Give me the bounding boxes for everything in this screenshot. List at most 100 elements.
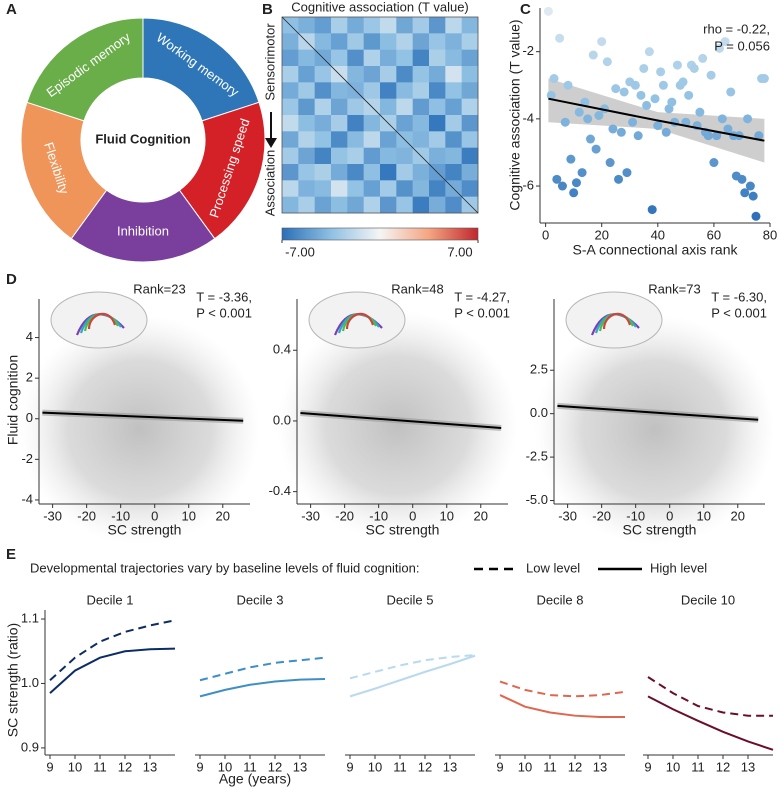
x-tick-label: 10: [697, 508, 711, 523]
heat-cell: [396, 180, 413, 197]
heat-cell: [429, 115, 446, 132]
heat-cell: [412, 164, 430, 181]
heat-cell: [314, 180, 332, 197]
point: [560, 117, 570, 127]
point: [709, 158, 719, 168]
heat-cell: [298, 147, 315, 165]
heat-cell: [445, 164, 462, 181]
heat-cell: [314, 196, 332, 214]
heat-cell: [380, 131, 397, 148]
y-tick-label: 4: [26, 329, 33, 344]
colorbar: [281, 227, 479, 241]
x-tick-label: 13: [143, 759, 157, 774]
point: [658, 80, 668, 90]
point: [605, 158, 615, 168]
heat-cell: [380, 196, 397, 214]
heat-cell: [363, 131, 381, 148]
legend-label: Low level: [526, 560, 580, 575]
heat-cell: [412, 66, 430, 83]
heat-cell: [314, 33, 332, 50]
point: [748, 191, 758, 201]
point: [647, 205, 657, 215]
x-tick-label: -20: [77, 508, 96, 523]
heat-cell: [331, 131, 348, 148]
heat-cell: [461, 115, 479, 132]
heat-cell: [298, 17, 315, 34]
x-tick-label: -30: [301, 508, 320, 523]
fit-line: [548, 97, 765, 142]
x-tick-label: 12: [268, 759, 282, 774]
trajectory: [349, 654, 476, 698]
heat-cell: [429, 180, 446, 197]
point: [588, 50, 598, 60]
point: [555, 33, 565, 43]
center-label: Fluid Cognition: [95, 131, 190, 146]
heat-cell: [347, 180, 364, 197]
facet-title: Decile 3: [237, 592, 284, 607]
heat-cell: [331, 17, 348, 34]
heat-cell: [298, 196, 315, 214]
x-tick-label: 20: [594, 227, 608, 242]
point: [597, 37, 607, 47]
heat-cell: [347, 131, 364, 148]
heat-cell: [380, 164, 397, 181]
x-tick-label: 20: [474, 508, 488, 523]
y-tick-label: -2: [21, 451, 33, 466]
point: [726, 87, 736, 97]
annotation: rho = -0.22,: [703, 21, 770, 36]
heat-cell: [380, 180, 397, 197]
heat-cell: [282, 147, 299, 165]
panel-label: C: [520, 1, 531, 18]
heat-cell: [396, 33, 413, 50]
segment: [70, 189, 216, 263]
x-tick-label: 10: [518, 759, 532, 774]
point: [566, 154, 576, 164]
heatmap-title: Cognitive association (T value): [291, 0, 469, 14]
x-tick-label: 10: [666, 759, 680, 774]
heat-cell: [396, 82, 413, 99]
point: [619, 87, 629, 97]
heat-cell: [331, 147, 348, 165]
heat-cell: [347, 49, 364, 67]
point: [743, 114, 753, 124]
heat-cell: [429, 98, 446, 116]
point: [552, 174, 562, 184]
heat-cell: [314, 17, 332, 34]
x-tick-label: 13: [593, 759, 607, 774]
heat-cell: [298, 98, 315, 116]
fit-line: [300, 411, 502, 430]
x-tick-label: -10: [369, 508, 388, 523]
x-tick-label: 13: [293, 759, 307, 774]
heat-cell: [461, 17, 479, 34]
point: [695, 107, 705, 117]
heat-cell: [429, 66, 446, 83]
y-axis-label: Cognitive association (T value): [507, 19, 523, 210]
x-tick-label: 10: [368, 759, 382, 774]
heat-cell: [314, 82, 332, 99]
trajectory: [647, 676, 773, 717]
trajectory: [199, 677, 326, 698]
heat-cell: [331, 196, 348, 214]
heat-cell: [298, 164, 315, 181]
point: [712, 131, 722, 141]
point: [751, 211, 761, 221]
heat-cell: [363, 66, 381, 83]
y-tick-label: 0.9: [21, 739, 39, 754]
point: [574, 107, 584, 117]
panel-label: D: [6, 271, 17, 288]
facet-title: Decile 5: [387, 592, 434, 607]
x-tick-label: 0: [542, 227, 549, 242]
heat-cell: [331, 98, 348, 116]
heat-cell: [282, 98, 299, 116]
x-tick-label: 60: [707, 227, 721, 242]
heat-cell: [331, 49, 348, 67]
heat-cell: [445, 115, 462, 132]
heat-cell: [380, 82, 397, 99]
y-axis-label: SC strength (ratio): [5, 623, 21, 737]
x-tick-label: 13: [741, 759, 755, 774]
point: [591, 144, 601, 154]
point: [661, 127, 671, 137]
trajectory: [49, 619, 176, 681]
fit-line: [42, 411, 244, 422]
x-tick-label: 0: [666, 508, 673, 523]
